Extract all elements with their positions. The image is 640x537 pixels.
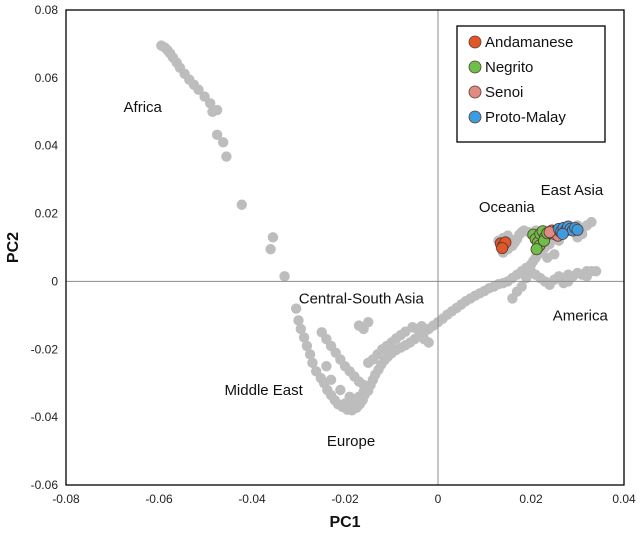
background-point (267, 232, 279, 243)
x-axis-title: PC1 (329, 514, 360, 531)
region-label-africa: Africa (124, 99, 163, 116)
series-point-andamanese (496, 242, 509, 255)
y-axis-title: PC2 (5, 232, 22, 263)
region-label-middle-east: Middle East (224, 382, 303, 399)
region-label-east-asia: East Asia (541, 182, 604, 199)
legend-label-proto-malay: Proto-Malay (485, 109, 566, 126)
background-point (590, 266, 602, 277)
plot-frame (65, 9, 625, 486)
background-point (301, 340, 313, 352)
background-point (207, 106, 218, 117)
background-point (363, 316, 374, 328)
y-tick-labels: 0.08 0.06 0.04 0.02 0 -0.02 -0.04 -0.06 (31, 3, 59, 492)
x-tick-label: -0.02 (331, 492, 359, 506)
region-label-oceania: Oceania (479, 199, 536, 216)
x-tick-labels: -0.08 -0.06 -0.04 -0.02 0 0.02 0.04 (52, 492, 636, 506)
background-point (211, 129, 223, 141)
background-point (581, 271, 592, 282)
background-point (193, 84, 204, 95)
background-point (304, 349, 316, 360)
x-tick-label: 0 (435, 492, 442, 506)
region-label-europe: Europe (327, 433, 375, 450)
legend-marker-senoi (468, 85, 482, 99)
background-point (221, 151, 232, 162)
x-tick-label: 0.02 (519, 492, 543, 506)
background-point (358, 386, 369, 397)
background-point (298, 332, 310, 343)
series-point-negrito (530, 243, 543, 256)
legend-label-negrito: Negrito (485, 59, 533, 76)
x-tick-label: -0.06 (145, 492, 173, 506)
y-tick-label: 0.02 (35, 207, 59, 221)
legend-label-andamanese: Andamanese (485, 34, 573, 51)
background-point (295, 323, 307, 335)
background-point (307, 357, 318, 369)
series-point-proto-malay (571, 223, 584, 236)
series-point-proto-malay (556, 227, 569, 240)
background-point (279, 271, 290, 282)
y-tick-label: 0 (51, 274, 58, 288)
x-tick-label: -0.04 (238, 492, 266, 506)
highlight-series-points (494, 220, 584, 256)
background-point (423, 337, 434, 348)
background-point (521, 272, 532, 284)
background-point (236, 199, 247, 210)
background-sample-points (156, 40, 602, 416)
x-tick-label: 0.04 (612, 492, 636, 506)
y-tick-label: 0.06 (35, 71, 59, 85)
background-point (293, 315, 304, 326)
legend-label-senoi: Senoi (485, 84, 523, 101)
background-point (353, 320, 365, 331)
background-point (290, 303, 302, 314)
background-point (586, 216, 597, 228)
y-tick-label: 0.08 (35, 3, 59, 17)
background-point (265, 243, 276, 255)
background-point (416, 321, 427, 332)
background-point (321, 361, 332, 372)
y-tick-label: -0.02 (31, 342, 59, 356)
legend: Andamanese Negrito Senoi Proto-Malay (456, 25, 606, 143)
zero-lines (66, 10, 624, 485)
background-point (204, 98, 216, 109)
y-tick-label: -0.06 (31, 478, 59, 492)
region-label-america: America (553, 307, 609, 324)
background-point (335, 384, 346, 396)
x-tick-label: -0.08 (52, 492, 80, 506)
background-point (558, 277, 569, 289)
background-point (507, 293, 518, 304)
legend-marker-andamanese (468, 35, 482, 49)
background-point (542, 252, 553, 263)
region-label-central-south-asia: Central-South Asia (299, 290, 425, 307)
legend-marker-proto-malay (468, 110, 482, 124)
y-tick-label: -0.04 (31, 410, 59, 424)
background-point (325, 374, 337, 386)
legend-box (456, 25, 606, 143)
y-tick-label: 0.04 (35, 139, 59, 153)
background-point (339, 398, 351, 409)
background-point (497, 277, 509, 289)
legend-marker-negrito (468, 60, 482, 74)
background-point (217, 137, 229, 148)
region-labels: Africa Oceania East Asia Central-South Asia… (124, 99, 609, 450)
